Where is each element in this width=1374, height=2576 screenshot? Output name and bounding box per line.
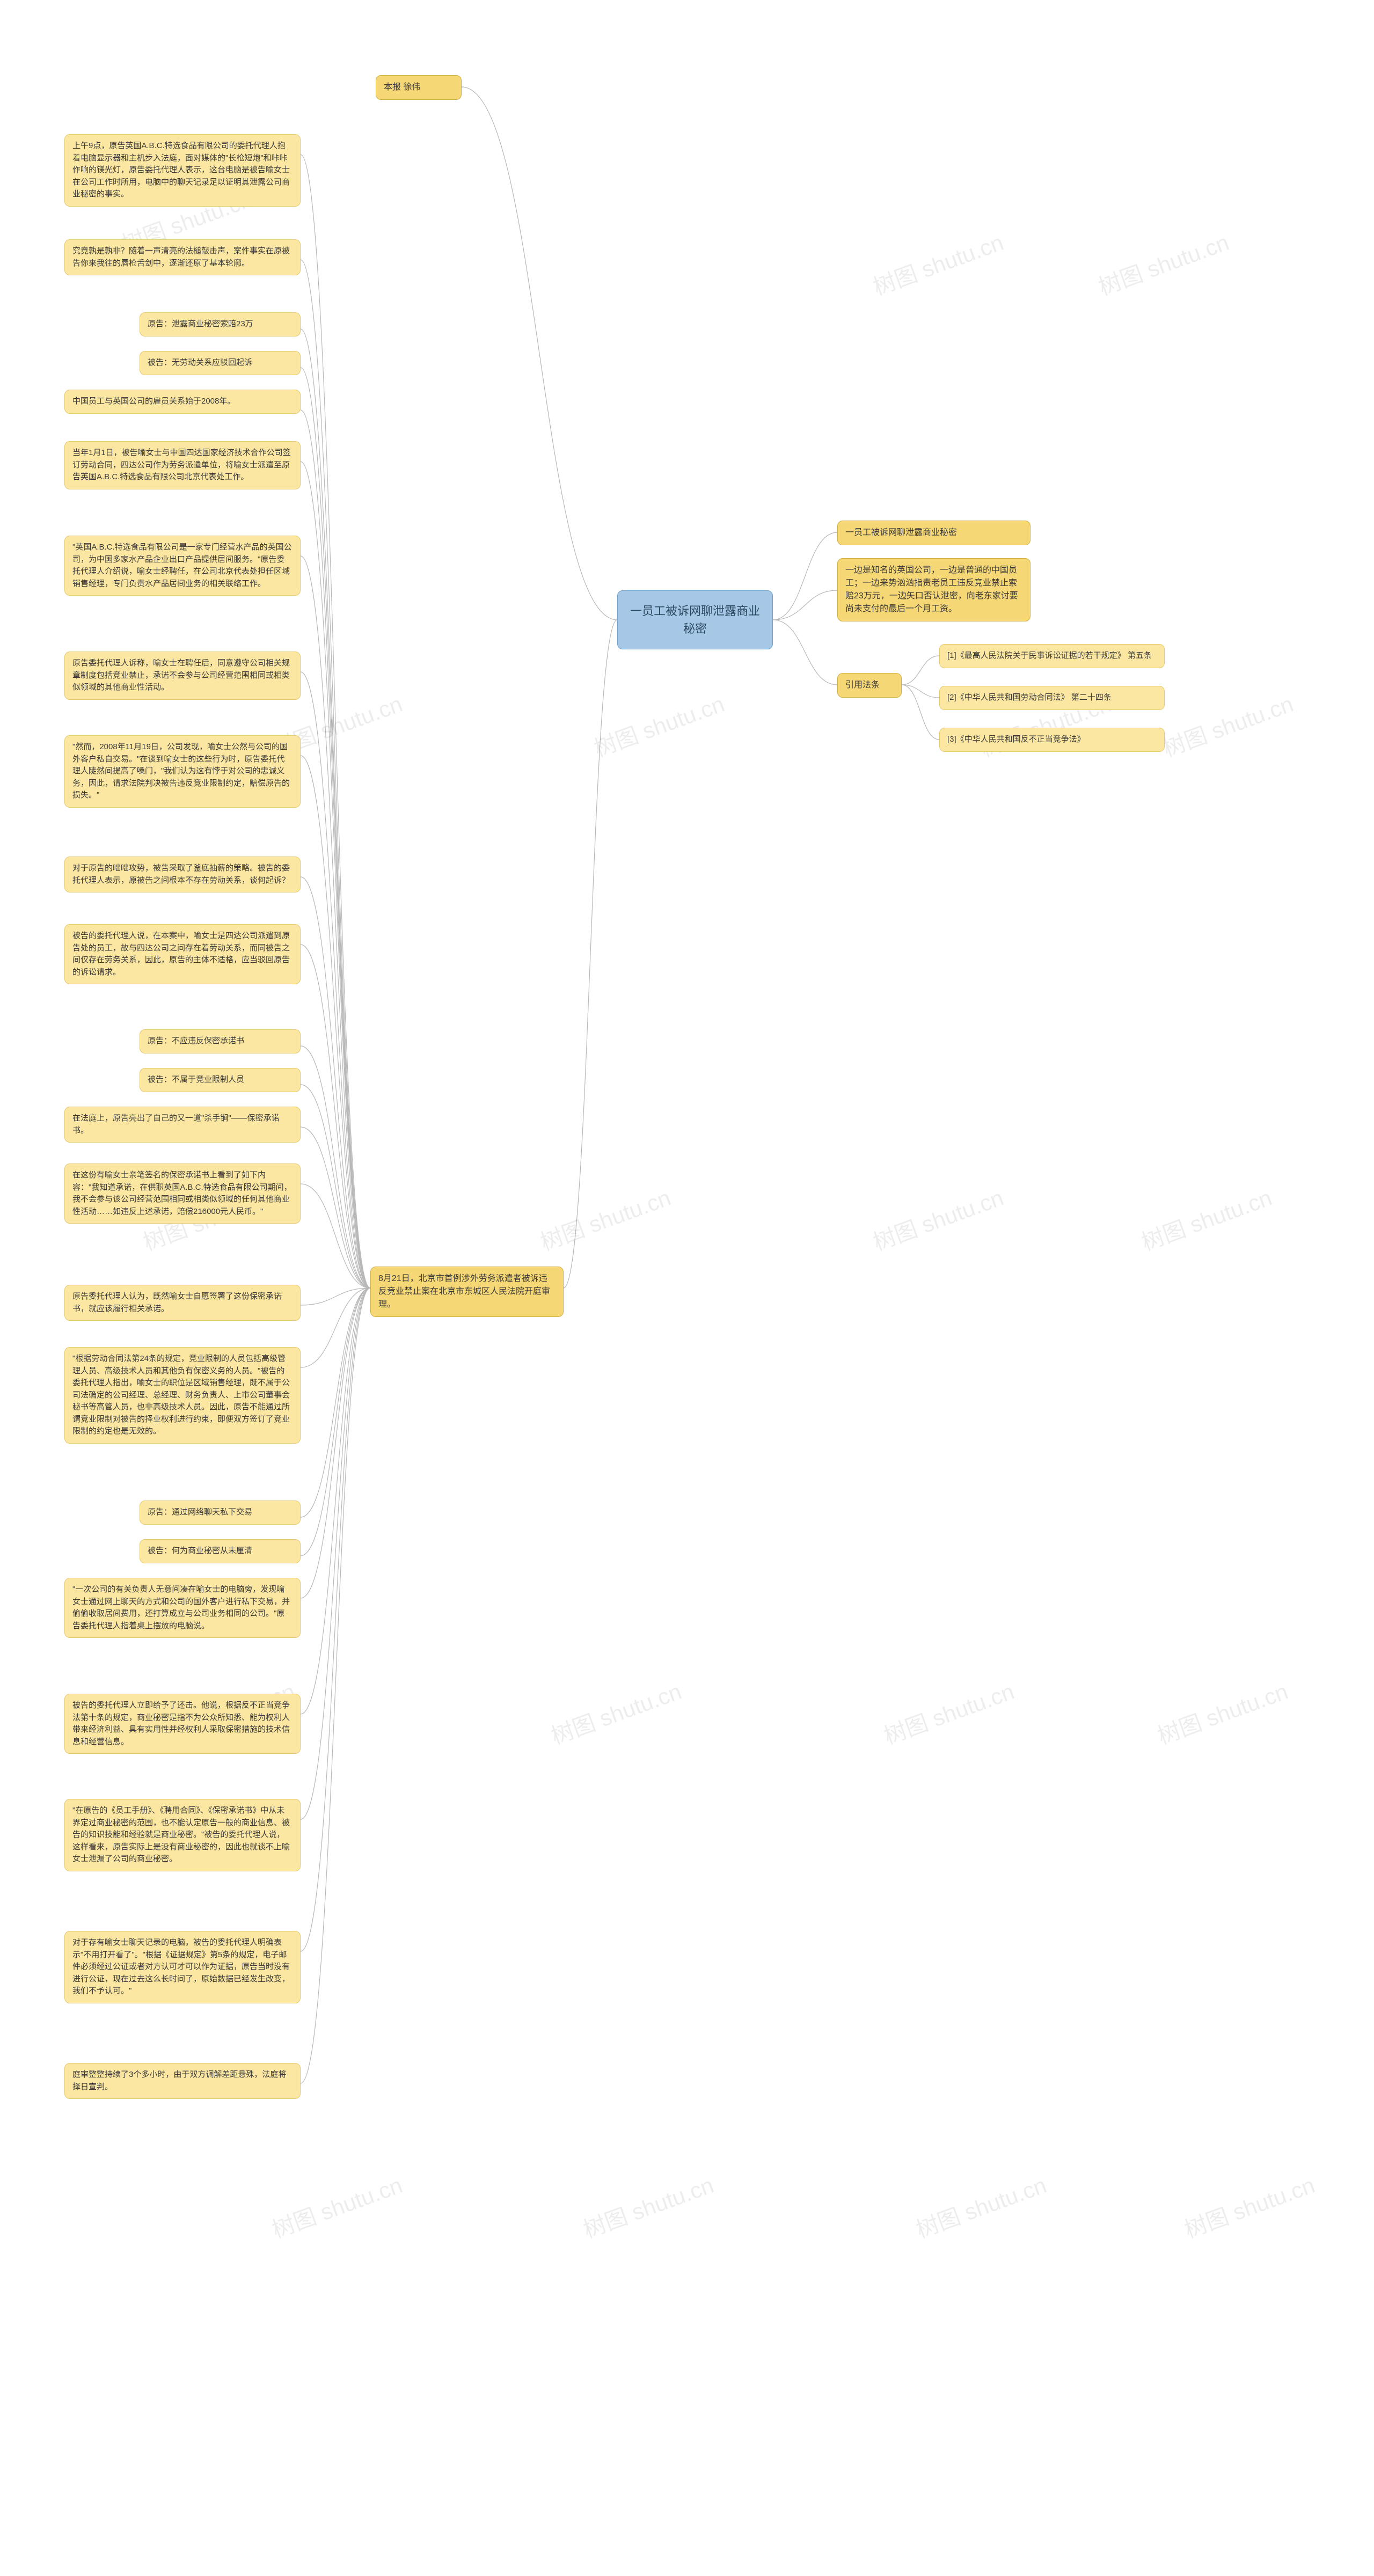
watermark: 树图 shutu.cn <box>1136 1180 1276 1257</box>
left-node-L21: 被告的委托代理人立即给予了还击。他说，根据反不正当竞争法第十条的规定，商业秘密是… <box>64 1694 301 1754</box>
left-node-L1: 上午9点，原告英国A.B.C.特选食品有限公司的委托代理人抱着电脑显示器和主机步… <box>64 134 301 207</box>
watermark: 树图 shutu.cn <box>535 1180 675 1257</box>
left-node-L7: "英国A.B.C.特选食品有限公司是一家专门经营水产品的英国公司，为中国多家水产… <box>64 536 301 596</box>
left-node-L11: 被告的委托代理人说，在本案中，喻女士是四达公司派遣到原告处的员工，故与四达公司之… <box>64 924 301 984</box>
watermark: 树图 shutu.cn <box>578 2167 718 2244</box>
watermark: 树图 shutu.cn <box>1179 2167 1319 2244</box>
left-node-L18: 原告：通过网络聊天私下交易 <box>140 1501 301 1525</box>
watermark: 树图 shutu.cn <box>546 1673 685 1751</box>
left-node-L22: "在原告的《员工手册》、《聘用合同》、《保密承诺书》中从未界定过商业秘密的范围，… <box>64 1799 301 1871</box>
left-node-L6: 当年1月1日，被告喻女士与中国四达国家经济技术合作公司签订劳动合同，四达公司作为… <box>64 441 301 489</box>
right-node-r3c: [3]《中华人民共和国反不正当竞争法》 <box>939 728 1165 752</box>
root-node: 一员工被诉网聊泄露商业秘密 <box>617 590 773 649</box>
right-node-r3a: [1]《最高人民法院关于民事诉讼证据的若干规定》 第五条 <box>939 644 1165 668</box>
left-header: 本报 徐伟 <box>376 75 462 100</box>
left-node-L5: 中国员工与英国公司的雇员关系始于2008年。 <box>64 390 301 414</box>
watermark: 树图 shutu.cn <box>267 2167 406 2244</box>
watermark: 树图 shutu.cn <box>911 2167 1050 2244</box>
watermark: 树图 shutu.cn <box>868 224 1007 302</box>
watermark: 树图 shutu.cn <box>879 1673 1018 1751</box>
right-node-r3: 引用法条 <box>837 673 902 698</box>
left-node-L15: 在这份有喻女士亲笔签名的保密承诺书上看到了如下内容："我知道承诺，在供职英国A.… <box>64 1163 301 1224</box>
left-node-L16: 原告委托代理人认为，既然喻女士自愿签署了这份保密承诺书，就应该履行相关承诺。 <box>64 1285 301 1321</box>
watermark: 树图 shutu.cn <box>589 686 728 763</box>
left-node-L3: 原告：泄露商业秘密索赔23万 <box>140 312 301 336</box>
left-node-L10: 对于原告的咄咄攻势，被告采取了釜底抽薪的策略。被告的委托代理人表示，原被告之间根… <box>64 857 301 892</box>
left-node-L4: 被告：无劳动关系应驳回起诉 <box>140 351 301 375</box>
left-node-L13: 被告：不属于竞业限制人员 <box>140 1068 301 1092</box>
left-node-L8: 原告委托代理人诉称，喻女士在聘任后，同意遵守公司相关规章制度包括竞业禁止，承诺不… <box>64 652 301 700</box>
right-node-r2: 一边是知名的英国公司，一边是普通的中国员工；一边来势汹汹指责老员工违反竞业禁止索… <box>837 558 1030 621</box>
watermark: 树图 shutu.cn <box>1093 224 1233 302</box>
left-node-L24: 庭审整整持续了3个多小时，由于双方调解差距悬殊，法庭将择日宣判。 <box>64 2063 301 2099</box>
watermark: 树图 shutu.cn <box>868 1180 1007 1257</box>
watermark: 树图 shutu.cn <box>1152 1673 1292 1751</box>
left-node-L9: "然而，2008年11月19日，公司发现，喻女士公然与公司的国外客户私自交易。"… <box>64 735 301 808</box>
left-node-L12: 原告：不应违反保密承诺书 <box>140 1029 301 1053</box>
left-node-L17: "根据劳动合同法第24条的规定，竞业限制的人员包括高级管理人员、高级技术人员和其… <box>64 1347 301 1444</box>
left-node-L20: "一次公司的有关负责人无意间凑在喻女士的电脑旁，发现喻女士通过网上聊天的方式和公… <box>64 1578 301 1638</box>
left-node-L14: 在法庭上，原告亮出了自己的又一道"杀手锏"——保密承诺书。 <box>64 1107 301 1143</box>
left-node-L23: 对于存有喻女士聊天记录的电脑，被告的委托代理人明确表示"不用打开看了"。"根据《… <box>64 1931 301 2003</box>
left-node-L19: 被告：何为商业秘密从未厘清 <box>140 1539 301 1563</box>
left-main: 8月21日，北京市首例涉外劳务派遣者被诉违反竞业禁止案在北京市东城区人民法院开庭… <box>370 1267 564 1317</box>
left-node-L2: 究竟孰是孰非？随着一声清亮的法槌敲击声，案件事实在原被告你来我往的唇枪舌剑中，逐… <box>64 239 301 275</box>
right-node-r3b: [2]《中华人民共和国劳动合同法》 第二十四条 <box>939 686 1165 710</box>
watermark: 树图 shutu.cn <box>1158 686 1297 763</box>
right-node-r1: 一员工被诉网聊泄露商业秘密 <box>837 521 1030 545</box>
